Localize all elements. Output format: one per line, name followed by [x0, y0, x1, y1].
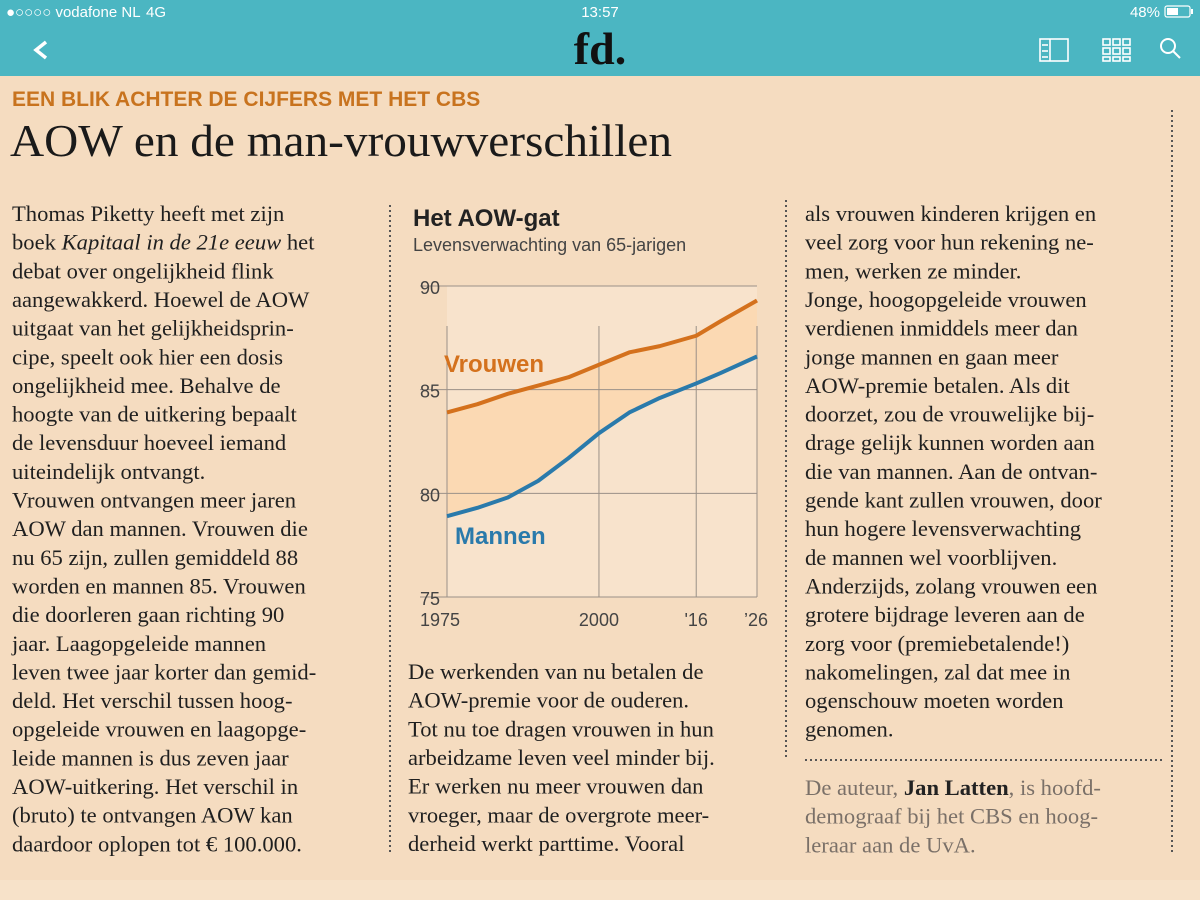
series-line [446, 298, 758, 415]
text-line: genomen. [805, 717, 893, 742]
text-line: demograaf bij het CBS en hoog- [805, 804, 1098, 829]
text-line: deld. Het verschil tussen hoog- [12, 688, 292, 713]
text-line: De werkenden van nu betalen de [408, 659, 703, 684]
clock: 13:57 [581, 4, 619, 21]
text-line: leide mannen is dus zeven jaar [12, 745, 289, 770]
text-line: die van mannen. Aan de ontvan- [805, 459, 1097, 484]
text-line: Anderzijds, zolang vrouwen een [805, 573, 1097, 598]
text-line: vroeger, maar de overgrote meer- [408, 802, 709, 827]
text-span: , is hoofd- [1009, 775, 1101, 800]
x-tick-label: 1975 [420, 610, 460, 630]
y-tick-label: 75 [420, 589, 440, 609]
text-line: opgeleide vrouwen en laagopge- [12, 717, 306, 742]
text-line: grotere bijdrage leveren aan de [805, 602, 1085, 627]
chart-title: Het AOW-gat [413, 205, 560, 232]
text-line: als vrouwen kinderen krijgen en [805, 201, 1096, 226]
text-line: de mannen wel voorblijven. [805, 545, 1057, 570]
gap-area [447, 300, 757, 517]
text-line: AOW-premie voor de ouderen. [408, 688, 689, 713]
network: 4G [146, 4, 166, 21]
y-tick-label: 90 [420, 278, 440, 298]
text-span: boek [12, 230, 62, 255]
text-line: daardoor oplopen tot € 100.000. [12, 831, 302, 856]
series-label: Mannen [455, 523, 546, 550]
bottom-strip [0, 880, 1200, 900]
text-line: jonge mannen en gaan meer [804, 344, 1059, 369]
text-line: Tot nu toe dragen vrouwen in hun [408, 716, 714, 741]
text-line: hoogte van de uitkering bepaalt [12, 402, 298, 427]
text-line: Vrouwen ontvangen meer jaren [12, 488, 296, 513]
search-button[interactable] [1160, 38, 1181, 59]
series-line [446, 354, 758, 519]
text-line: ongelijkheid mee. Behalve de [12, 373, 281, 398]
text-line: ogenschouw moeten worden [805, 688, 1064, 713]
text-line: arbeidzame leven veel minder bij. [408, 745, 715, 770]
text-line: de levensduur hoeveel iemand [12, 430, 287, 455]
text-line: nu 65 zijn, zullen gemiddeld 88 [12, 545, 298, 570]
text-line: Thomas Piketty heeft met zijn [12, 201, 284, 226]
kicker: EEN BLIK ACHTER DE CIJFERS MET HET CBS [12, 88, 480, 111]
text-span: Jan Latten [904, 775, 1009, 800]
logo: fd. [574, 23, 626, 74]
text-line: debat over ongelijkheid flink [12, 258, 274, 283]
carrier: ●○○○○ vodafone NL [6, 4, 141, 21]
text-line: AOW-uitkering. Het verschil in [12, 774, 298, 799]
text-line: verdienen inmiddels meer dan [805, 316, 1078, 341]
x-tick-label: 2000 [579, 610, 619, 630]
x-tick-label: ’26 [744, 610, 768, 630]
text-line: men, werken ze minder. [805, 258, 1021, 283]
text-line: derheid werkt parttime. Vooral [408, 831, 685, 856]
text-line: nakomelingen, zal dat mee in [805, 659, 1070, 684]
text-line: boek Kapitaal in de 21e eeuw het [12, 230, 315, 255]
text-line: (bruto) te ontvangen AOW kan [12, 803, 293, 828]
text-line: aangewakkerd. Hoewel de AOW [12, 287, 310, 312]
text-line: doorzet, zou de vrouwelijke bij- [805, 402, 1094, 427]
headline: AOW en de man-vrouwverschillen [10, 116, 672, 166]
text-line: drage gelijk kunnen worden aan [805, 430, 1095, 455]
text-line: gende kant zullen vrouwen, door [805, 488, 1102, 513]
text-line: De auteur, Jan Latten, is hoofd- [805, 775, 1101, 800]
text-line: hun hogere levensverwachting [805, 516, 1081, 541]
layout-button[interactable] [1039, 38, 1069, 62]
text-line: AOW dan mannen. Vrouwen die [12, 516, 308, 541]
text-span: Kapitaal in de 21e eeuw [61, 230, 282, 255]
separators [389, 110, 1173, 855]
battery-level: 48% [1130, 4, 1160, 21]
battery-icon [1164, 5, 1193, 18]
y-tick-label: 80 [420, 485, 440, 505]
text-line: leven twee jaar korter dan gemid- [12, 659, 316, 684]
text-line: AOW-premie betalen. Als dit [805, 373, 1071, 398]
text-line: leraar aan de UvA. [805, 832, 976, 857]
text-line: jaar. Laagopgeleide mannen [11, 631, 266, 656]
text-line: uiteindelijk ontvangt. [12, 459, 205, 484]
text-line: die doorleren gaan richting 90 [12, 602, 284, 627]
x-tick-label: '16 [684, 610, 707, 630]
text-line: Er werken nu meer vrouwen dan [408, 774, 703, 799]
text-line: cipe, speelt ook hier een dosis [12, 344, 283, 369]
grid-button[interactable] [1102, 38, 1131, 62]
text-span: De auteur, [805, 775, 904, 800]
top-bar [0, 0, 1200, 76]
text-span: het [281, 230, 315, 255]
text-line: veel zorg voor hun rekening ne- [805, 230, 1094, 255]
text-line: Jonge, hoogopgeleide vrouwen [805, 287, 1087, 312]
y-tick-label: 85 [420, 382, 440, 402]
text-line: uitgaat van het gelijkheidsprin- [12, 316, 294, 341]
chart-subtitle: Levensverwachting van 65-jarigen [413, 235, 686, 255]
back-button[interactable] [33, 40, 48, 60]
text-line: worden en mannen 85. Vrouwen [12, 573, 306, 598]
text-line: zorg voor (premiebetalende!) [805, 631, 1069, 656]
series-label: Vrouwen [444, 351, 544, 378]
